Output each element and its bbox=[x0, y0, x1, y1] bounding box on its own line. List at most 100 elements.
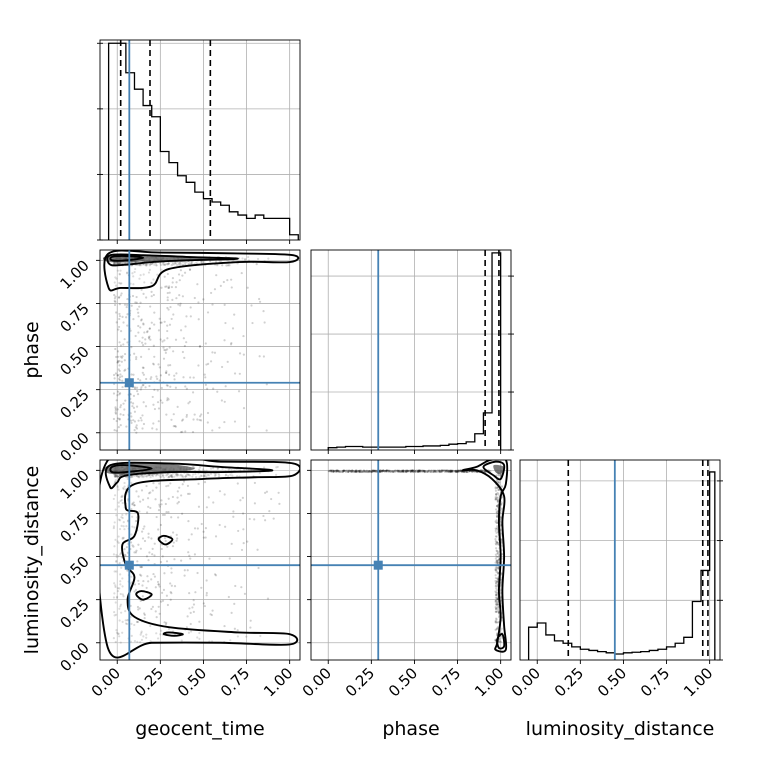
x-tick-label: 0.75 bbox=[637, 664, 673, 700]
sample-point bbox=[150, 376, 153, 379]
sample-point bbox=[114, 613, 118, 616]
sample-point bbox=[158, 503, 161, 506]
x-tick-label: 0.25 bbox=[131, 664, 167, 700]
sample-point bbox=[145, 474, 148, 478]
sample-point bbox=[496, 496, 499, 499]
sample-point bbox=[406, 470, 409, 473]
panel-frame bbox=[99, 459, 301, 661]
sample-point bbox=[203, 604, 206, 608]
sample-point bbox=[225, 473, 228, 476]
sample-point bbox=[268, 510, 271, 513]
sample-point bbox=[387, 470, 391, 473]
sample-point bbox=[335, 470, 338, 473]
sample-point bbox=[115, 399, 118, 402]
truth-marker bbox=[124, 560, 134, 570]
sample-point bbox=[117, 632, 120, 635]
sample-point bbox=[357, 470, 360, 473]
sample-point bbox=[160, 600, 163, 603]
sample-point bbox=[153, 355, 156, 358]
sample-point bbox=[126, 476, 129, 479]
sample-point bbox=[159, 338, 162, 341]
sample-point bbox=[212, 501, 215, 504]
sample-point bbox=[113, 610, 116, 614]
sample-point bbox=[179, 430, 183, 434]
sample-point bbox=[386, 469, 389, 472]
sample-point bbox=[374, 470, 377, 473]
sample-point bbox=[494, 620, 497, 624]
sample-point bbox=[499, 516, 503, 519]
sample-point bbox=[131, 272, 134, 275]
sample-point bbox=[471, 470, 474, 473]
x-tick-label: 0.50 bbox=[594, 664, 630, 700]
contour-level bbox=[461, 460, 509, 653]
sample-point bbox=[496, 560, 499, 563]
sample-point bbox=[135, 519, 138, 522]
sample-point bbox=[450, 469, 453, 472]
sample-point bbox=[494, 489, 498, 492]
sample-point bbox=[351, 469, 354, 472]
sample-point bbox=[156, 580, 160, 584]
sample-point bbox=[451, 470, 454, 473]
sample-point bbox=[180, 475, 184, 478]
sample-point bbox=[118, 635, 121, 638]
sample-point bbox=[401, 470, 404, 473]
sample-point bbox=[155, 264, 158, 267]
sample-point bbox=[121, 516, 124, 520]
sample-point bbox=[187, 551, 190, 554]
sample-point bbox=[191, 606, 194, 609]
sample-point bbox=[499, 515, 502, 519]
sample-point bbox=[496, 499, 499, 503]
sample-point bbox=[131, 405, 134, 408]
sample-point bbox=[145, 586, 148, 590]
sample-point bbox=[170, 474, 173, 477]
sample-point bbox=[198, 620, 201, 623]
sample-point bbox=[170, 285, 174, 289]
sample-point bbox=[409, 470, 413, 474]
sample-point bbox=[139, 633, 142, 636]
sample-point bbox=[417, 470, 420, 473]
sample-point bbox=[120, 282, 123, 285]
sample-point bbox=[143, 281, 146, 284]
sample-point bbox=[112, 525, 116, 528]
sample-point bbox=[115, 419, 118, 423]
sample-point bbox=[500, 541, 504, 544]
sample-point bbox=[181, 263, 184, 266]
sample-point bbox=[148, 335, 151, 338]
sample-point bbox=[119, 474, 123, 477]
sample-point bbox=[223, 339, 226, 342]
sample-point bbox=[258, 297, 261, 301]
x-tick-label: 0.50 bbox=[174, 664, 210, 700]
sample-point bbox=[119, 261, 123, 264]
sample-point bbox=[197, 468, 201, 471]
sample-point bbox=[140, 630, 143, 633]
sample-point bbox=[120, 516, 123, 519]
sample-point bbox=[191, 475, 194, 478]
sample-point bbox=[119, 580, 122, 583]
sample-point bbox=[139, 416, 142, 420]
sample-point bbox=[115, 560, 118, 563]
sample-point bbox=[166, 324, 169, 327]
sample-point bbox=[157, 528, 160, 531]
sample-point bbox=[119, 406, 122, 409]
sample-point bbox=[216, 467, 219, 471]
sample-point bbox=[237, 529, 240, 533]
sample-point bbox=[411, 469, 414, 472]
sample-point bbox=[389, 470, 393, 473]
sample-point bbox=[141, 537, 145, 540]
sample-point bbox=[370, 470, 373, 473]
sample-point bbox=[166, 545, 169, 548]
contour-level bbox=[104, 461, 274, 490]
sample-point bbox=[496, 511, 499, 514]
sample-point bbox=[495, 479, 498, 482]
sample-point bbox=[355, 470, 358, 473]
sample-point bbox=[141, 371, 144, 374]
sample-point bbox=[218, 426, 221, 429]
sample-point bbox=[256, 257, 260, 261]
sample-point bbox=[161, 473, 164, 477]
sample-point bbox=[365, 470, 368, 473]
sample-point bbox=[207, 474, 211, 477]
sample-point bbox=[165, 371, 168, 375]
sample-point bbox=[184, 475, 187, 478]
sample-point bbox=[435, 470, 438, 473]
sample-point bbox=[133, 590, 136, 593]
